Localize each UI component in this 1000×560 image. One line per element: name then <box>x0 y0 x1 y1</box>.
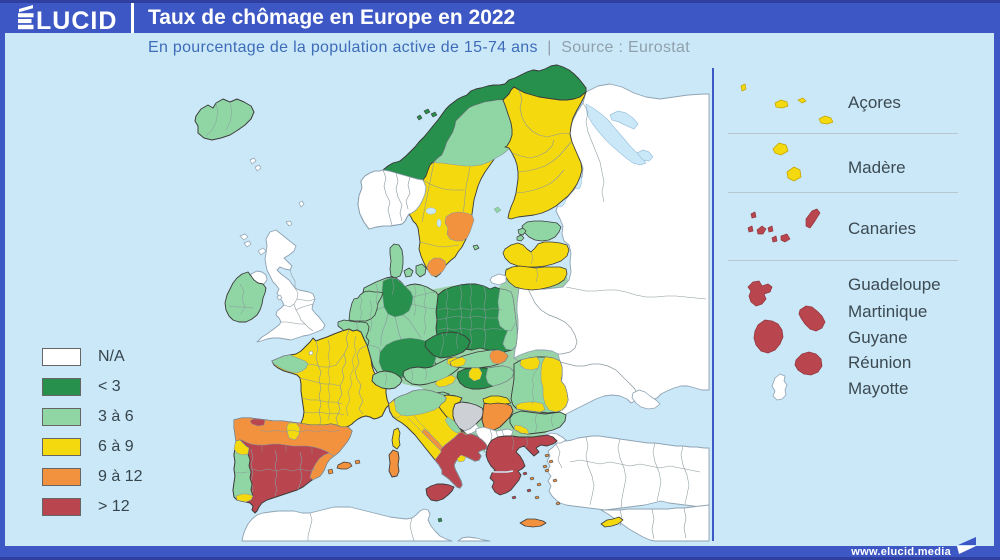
svg-text:LUCID: LUCID <box>36 7 117 30</box>
